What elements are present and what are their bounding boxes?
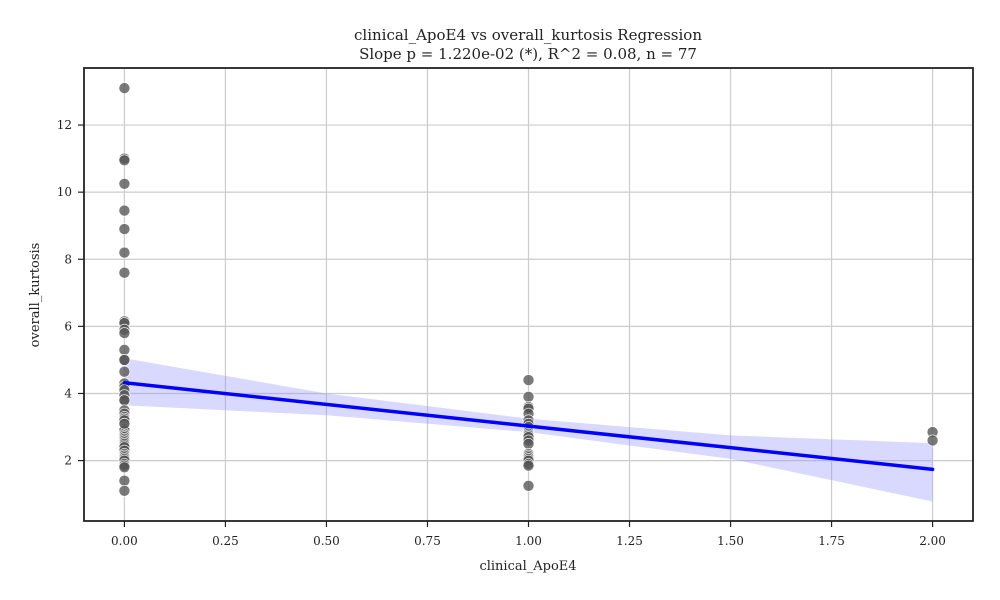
regression-line-layer [122,381,935,472]
scatter-point [118,474,131,487]
scatter-point [118,223,131,235]
scatter-point [118,354,131,366]
scatter-point [118,417,131,430]
x-axis-ticks: 0.00 0.25 0.50 0.75 1.00 1.25 1.50 1.75 2.00 [111,521,946,548]
scatter-point [118,204,131,217]
y-axis-ticks: 2 4 6 8 10 12 [57,118,84,468]
scatter-point [118,266,131,279]
y-tick-label: 2 [64,454,72,468]
scatter-point [118,327,131,339]
chart-subtitle: Slope p = 1.220e-02 (*), R^2 = 0.08, n =… [359,45,697,63]
x-tick-label: 1.25 [616,534,643,548]
scatter-point [522,374,535,386]
scatter-point [926,434,939,447]
chart-title: clinical_ApoE4 vs overall_kurtosis Regre… [354,26,702,44]
x-tick-label: 1.75 [818,534,845,548]
x-tick-label: 2.00 [919,534,946,548]
x-axis-label: clinical_ApoE4 [479,559,576,574]
scatter-point [118,177,131,190]
scatter-points [118,82,939,497]
x-tick-label: 0.50 [313,534,340,548]
x-tick-label: 1.00 [515,534,542,548]
scatter-point [118,82,131,94]
scatter-point [522,479,535,492]
y-tick-label: 10 [57,185,72,199]
scatter-point [118,461,131,474]
regression-line [122,381,935,472]
x-tick-label: 1.50 [717,534,744,548]
y-tick-label: 4 [64,386,72,400]
x-tick-label: 0.75 [414,534,441,548]
scatter-point [522,459,535,472]
y-tick-label: 12 [57,118,72,132]
plot-frame [83,67,974,522]
x-tick-label: 0.25 [212,534,239,548]
x-tick-label: 0.00 [111,534,138,548]
scatter-point [118,394,131,407]
scatter-point [118,365,131,378]
scatter-point [118,246,131,259]
y-axis-label: overall_kurtosis [28,243,43,348]
scatter-point [522,391,535,403]
y-tick-label: 8 [64,252,72,266]
scatter-point [522,438,535,450]
scatter-point [118,154,131,167]
scatter-point [118,484,131,497]
scatter-point [118,344,131,356]
y-tick-label: 6 [64,319,72,333]
